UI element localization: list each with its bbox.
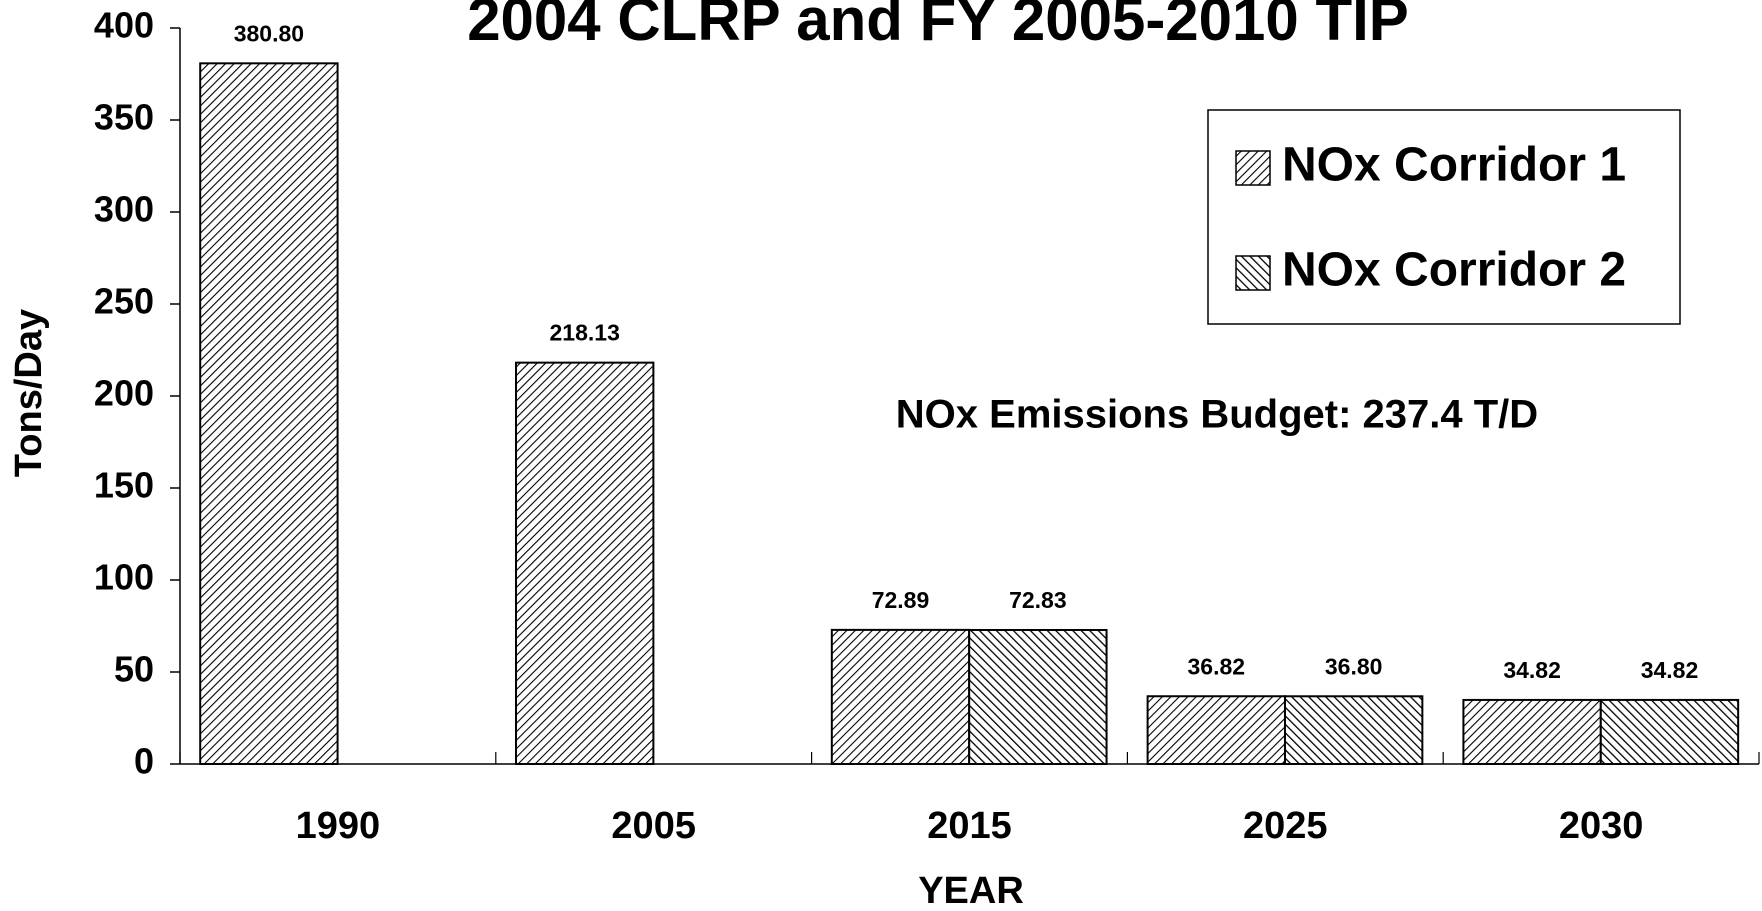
y-tick-label: 150 bbox=[94, 465, 154, 506]
value-label: 380.80 bbox=[234, 20, 304, 46]
y-axis-label: Tons/Day bbox=[8, 309, 50, 477]
chart-title: 2004 CLRP and FY 2005-2010 TIP bbox=[467, 0, 1409, 53]
y-tick-label: 0 bbox=[134, 741, 154, 782]
bar bbox=[515, 361, 655, 765]
bar bbox=[1599, 698, 1740, 766]
x-tick-label: 2005 bbox=[611, 805, 696, 847]
y-tick-label: 400 bbox=[94, 5, 154, 46]
value-label: 36.82 bbox=[1188, 653, 1246, 679]
legend-label: NOx Corridor 2 bbox=[1282, 244, 1626, 297]
y-tick-label: 50 bbox=[114, 649, 154, 690]
legend-swatch bbox=[1235, 255, 1271, 291]
x-tick-label: 2025 bbox=[1243, 805, 1328, 847]
x-tick-label: 2030 bbox=[1559, 805, 1644, 847]
bar bbox=[199, 62, 339, 765]
y-tick-label: 250 bbox=[94, 281, 154, 322]
x-tick-label: 2015 bbox=[927, 805, 1012, 847]
annotation: NOx Emissions Budget: 237.4 T/D bbox=[896, 393, 1538, 437]
legend-box bbox=[1207, 109, 1681, 325]
legend-label: NOx Corridor 1 bbox=[1282, 139, 1626, 192]
bar bbox=[968, 628, 1108, 765]
value-label: 72.89 bbox=[872, 587, 930, 613]
y-tick-label: 300 bbox=[94, 189, 154, 230]
bar bbox=[1146, 695, 1286, 766]
bar bbox=[830, 628, 971, 765]
value-label: 72.83 bbox=[1009, 587, 1067, 613]
x-tick-label: 1990 bbox=[296, 805, 381, 847]
bar bbox=[1462, 698, 1602, 766]
value-label: 34.82 bbox=[1503, 657, 1561, 683]
value-label: 218.13 bbox=[550, 320, 620, 346]
x-axis-label: YEAR bbox=[918, 870, 1024, 911]
value-label: 34.82 bbox=[1641, 657, 1699, 683]
y-tick-label: 100 bbox=[94, 557, 154, 598]
y-tick-label: 200 bbox=[94, 373, 154, 414]
y-tick-label: 350 bbox=[94, 97, 154, 138]
bar bbox=[1283, 695, 1424, 766]
legend-swatch bbox=[1235, 150, 1271, 186]
value-label: 36.80 bbox=[1325, 653, 1383, 679]
